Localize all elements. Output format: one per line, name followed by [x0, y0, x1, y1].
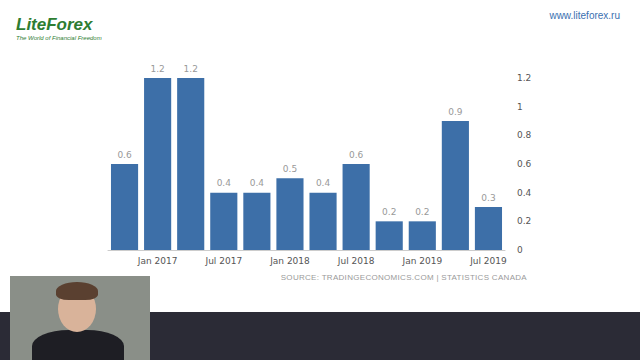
svg-text:0.2: 0.2 [382, 207, 396, 217]
svg-text:0.2: 0.2 [517, 216, 531, 226]
svg-text:Jul 2018: Jul 2018 [337, 256, 375, 266]
html-text:LiteForex: LiteForex [16, 15, 93, 34]
svg-text:0.2: 0.2 [415, 207, 429, 217]
svg-text:Jan 2017: Jan 2017 [137, 256, 178, 266]
svg-text:Jan 2018: Jan 2018 [269, 256, 310, 266]
svg-text:0.8: 0.8 [517, 130, 532, 140]
svg-text:Jan 2019: Jan 2019 [401, 256, 442, 266]
html-text:SOURCE: TRADINGECONOMICS.COM |: SOURCE: TRADINGECONOMICS.COM | STATISTIC… [280, 273, 527, 282]
svg-text:0: 0 [517, 245, 523, 255]
svg-text:0.6: 0.6 [117, 150, 132, 160]
svg-text:0.6: 0.6 [349, 150, 364, 160]
html-text:The World of Financial Freedom: The World of Financial Freedom [16, 35, 102, 41]
svg-text:0.6: 0.6 [517, 159, 532, 169]
svg-text:0.3: 0.3 [481, 193, 495, 203]
svg-text:0.4: 0.4 [517, 188, 532, 198]
svg-text:Jul 2017: Jul 2017 [204, 256, 242, 266]
svg-text:0.4: 0.4 [250, 178, 265, 188]
svg-text:1: 1 [517, 102, 523, 112]
svg-text:0.5: 0.5 [283, 164, 297, 174]
html-text:www.liteforex.ru: www.liteforex.ru [549, 10, 620, 21]
svg-text:1.2: 1.2 [184, 64, 198, 74]
svg-text:0.4: 0.4 [217, 178, 232, 188]
svg-text:1.2: 1.2 [517, 73, 531, 83]
svg-text:1.2: 1.2 [150, 64, 164, 74]
svg-text:0.9: 0.9 [448, 107, 463, 117]
svg-text:0.4: 0.4 [316, 178, 331, 188]
svg-text:Jul 2019: Jul 2019 [469, 256, 507, 266]
